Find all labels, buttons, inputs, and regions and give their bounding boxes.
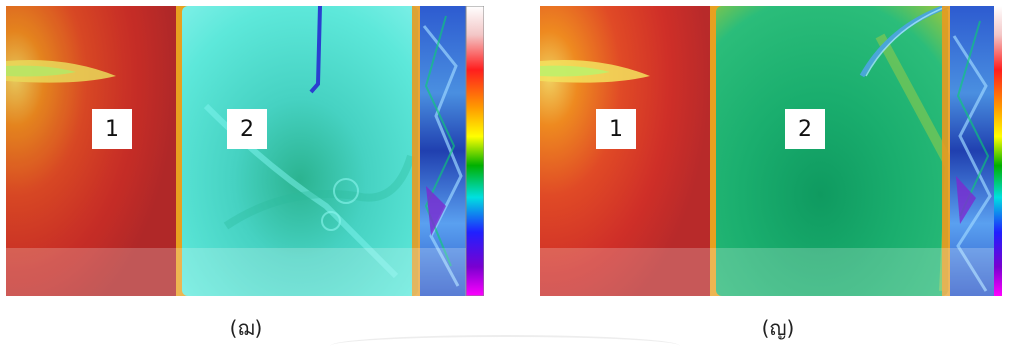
region-label-2: 2 <box>227 109 267 149</box>
thermal-image-right: 1 2 <box>540 6 1010 296</box>
region-label-1: 1 <box>596 109 636 149</box>
region-label-2: 2 <box>785 109 825 149</box>
watermark-arc <box>330 335 680 357</box>
caption-right: (ญ) <box>761 316 795 340</box>
thermal-image-right-graphic <box>540 6 1002 296</box>
region-label-1: 1 <box>92 109 132 149</box>
caption-left: (ฌ) <box>229 316 263 340</box>
thermal-image-left-graphic <box>6 6 484 296</box>
thermal-image-left: 1 2 <box>6 6 484 296</box>
